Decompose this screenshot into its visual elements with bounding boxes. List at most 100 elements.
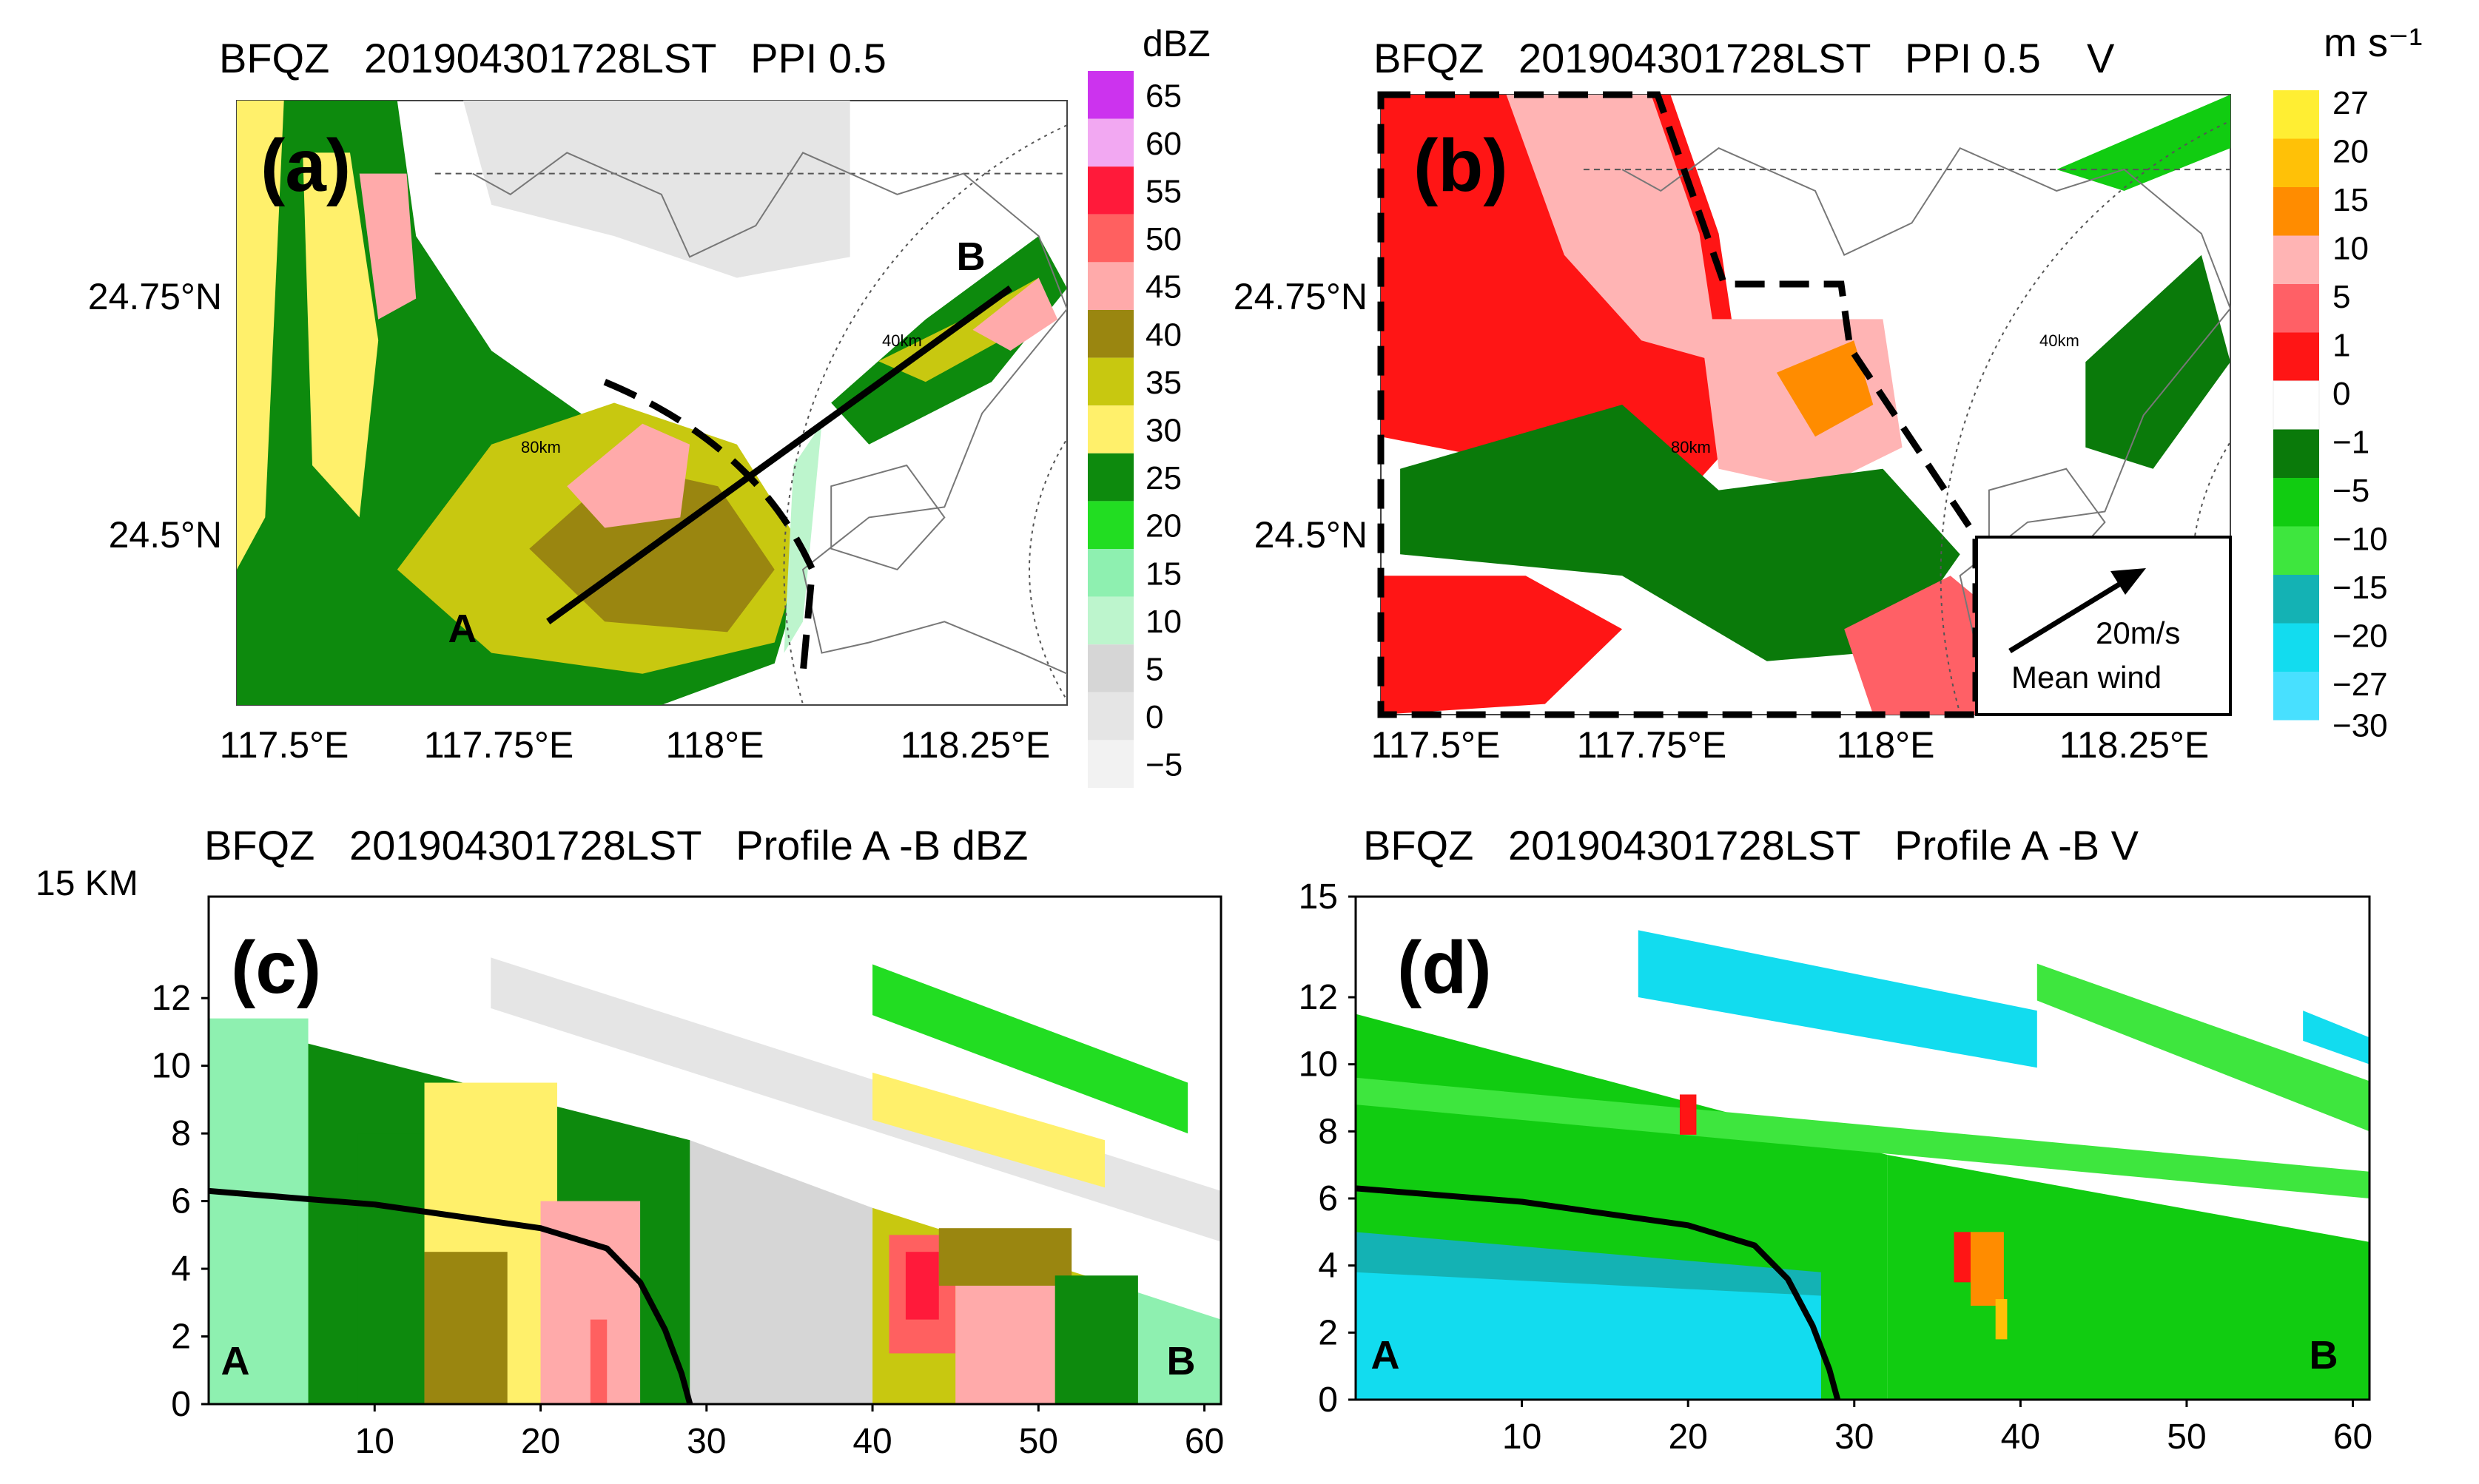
panel-a-map — [434, 124, 1067, 705]
cell-d-1 — [1995, 1299, 2008, 1340]
lon-label-b-3: 118°E — [1836, 724, 1934, 766]
ytick-label-d-7: 15 — [1299, 877, 1338, 917]
colorbar-vel-swatch-12 — [2273, 672, 2319, 721]
colorbar-vel-swatch-8 — [2273, 478, 2319, 527]
lat-label-b-1: 24.75°N — [1234, 276, 1368, 317]
point-a-label-c: A — [221, 1339, 250, 1383]
lon-label-b-2: 117.75°E — [1577, 724, 1727, 766]
xtick-label-c-4: 50 — [1019, 1422, 1058, 1461]
beam-d-3 — [1356, 1272, 1821, 1400]
colorbar-dbz-label-6: 35 — [1146, 365, 1182, 401]
cell-c-0 — [209, 1018, 309, 1404]
cell-d-0 — [1970, 1232, 2004, 1306]
colorbar-dbz-swatch-13 — [1088, 692, 1134, 741]
point-b-label: B — [957, 235, 986, 279]
colorbar-dbz-label-10: 15 — [1146, 556, 1182, 592]
ytick-label-c-6: 12 — [152, 979, 191, 1018]
panel-a-label: (a) — [260, 124, 351, 207]
panel-d-border — [1354, 895, 2371, 1401]
cell-d-2 — [1954, 1232, 1971, 1283]
echo-region-a-5 — [359, 173, 417, 320]
ytick-label-c-4: 8 — [171, 1114, 191, 1153]
colorbar-vel-label-12: −27 — [2332, 667, 2388, 703]
colorbar-vel-label-2: 15 — [2332, 182, 2369, 218]
colorbar-vel-unit: m s⁻¹ — [2324, 21, 2422, 65]
colorbar-vel-label-4: 5 — [2332, 279, 2350, 315]
point-a-label: A — [448, 607, 477, 651]
colorbar-vel-swatch-9 — [2273, 526, 2319, 575]
beam-c-5 — [872, 1072, 1106, 1188]
colorbar-vel-swatch-0 — [2273, 90, 2319, 139]
colorbar-vel-label-6: 0 — [2332, 376, 2350, 412]
mean-wind-label: Mean wind — [2011, 660, 2162, 695]
xtick-label-d-2: 30 — [1834, 1417, 1874, 1457]
colorbar-vel-swatch-6 — [2273, 380, 2320, 430]
cell-c-7 — [905, 1252, 939, 1320]
echo-region-a-10 — [463, 101, 850, 278]
colorbar-vel-label-0: 27 — [2332, 85, 2369, 121]
beam-c-6 — [872, 964, 1188, 1134]
ytick-label-c-5: 10 — [152, 1047, 191, 1086]
colorbar-vel-label-5: 1 — [2332, 328, 2350, 364]
colorbar-dbz-label-12: 5 — [1146, 652, 1163, 688]
gust-front-curve-c — [209, 1187, 693, 1404]
colorbar-dbz-label-13: 0 — [1146, 699, 1163, 735]
colorbar-dbz-swatch-6 — [1088, 357, 1134, 406]
colorbar-dbz-label-2: 55 — [1146, 174, 1182, 210]
echo-region-b-6 — [1844, 576, 1989, 715]
point-b-label-c: B — [1167, 1339, 1196, 1383]
ytick-label-c-3: 6 — [171, 1182, 191, 1221]
colorbar-dbz-unit: dBZ — [1143, 23, 1211, 64]
colorbar-vel-swatch-5 — [2273, 332, 2319, 381]
lat-label-a-2: 24.5°N — [109, 514, 222, 556]
colorbar-dbz-label-1: 60 — [1146, 126, 1182, 162]
ytick-label-d-0: 0 — [1318, 1380, 1338, 1420]
gust-front-curve-d — [1356, 1185, 1841, 1400]
panel-c-ylabel: 15 KM — [36, 864, 138, 903]
colorbar-dbz-swatch-8 — [1088, 453, 1134, 502]
lon-label-a-4: 118.25°E — [901, 724, 1051, 766]
colorbar-dbz-swatch-1 — [1088, 118, 1134, 167]
colorbar-dbz-swatch-4 — [1088, 262, 1134, 310]
panel-d-title: BFQZ 201904301728LST Profile A -B V — [1363, 822, 2139, 869]
colorbar-dbz-swatch-12 — [1088, 644, 1134, 692]
echo-region-b-5 — [1381, 576, 1623, 715]
colorbar-dbz-swatch-3 — [1088, 214, 1134, 263]
xtick-label-d-0: 10 — [1502, 1417, 1541, 1457]
cross-section-line-ab — [546, 285, 1013, 624]
ytick-label-d-3: 6 — [1318, 1179, 1338, 1218]
point-a-label-d: A — [1371, 1333, 1400, 1377]
colorbar-dbz-label-11: 10 — [1146, 604, 1182, 640]
range-ring-80km-a: 80km — [521, 438, 561, 456]
range-ring-circle-a-1 — [783, 124, 1067, 705]
echo-region-a-1 — [237, 101, 284, 570]
panel-b-plot — [1381, 95, 2230, 715]
colorbar-dbz-label-7: 30 — [1146, 413, 1182, 449]
echo-region-a-11 — [784, 423, 822, 653]
xtick-label-c-0: 10 — [355, 1422, 394, 1461]
ytick-label-c-2: 4 — [171, 1249, 191, 1289]
xtick-label-d-4: 50 — [2167, 1417, 2206, 1457]
panel-b: BFQZ 201904301728LST PPI 0.5 V (b) 24.75… — [1234, 35, 2232, 766]
echo-region-a-2 — [303, 152, 379, 518]
xtick-label-c-3: 40 — [852, 1422, 892, 1461]
panel-a-title: BFQZ 201904301728LST PPI 0.5 — [219, 35, 887, 81]
echo-region-a-6 — [567, 423, 690, 528]
panel-d-label: (d) — [1397, 926, 1492, 1009]
colorbar-vel-swatch-10 — [2273, 575, 2319, 624]
range-ring-80km-b: 80km — [1671, 438, 1711, 456]
xtick-label-c-2: 30 — [687, 1422, 726, 1461]
echo-region-b-1 — [1506, 95, 1719, 362]
colorbar-dbz-label-8: 25 — [1146, 460, 1182, 496]
ytick-label-d-4: 8 — [1318, 1112, 1338, 1151]
colorbar-dbz-swatch-10 — [1088, 549, 1134, 597]
coastline-a — [472, 152, 1067, 675]
panel-d: BFQZ 201904301728LST Profile A -B V 10 20… — [1299, 822, 2373, 1457]
panel-d-plot — [1356, 930, 2369, 1400]
xtick-label-c-1: 20 — [521, 1422, 560, 1461]
ytick-label-c-0: 0 — [171, 1385, 191, 1424]
panel-c-border — [207, 895, 1222, 1406]
mean-wind-value: 20m/s — [2096, 615, 2180, 650]
